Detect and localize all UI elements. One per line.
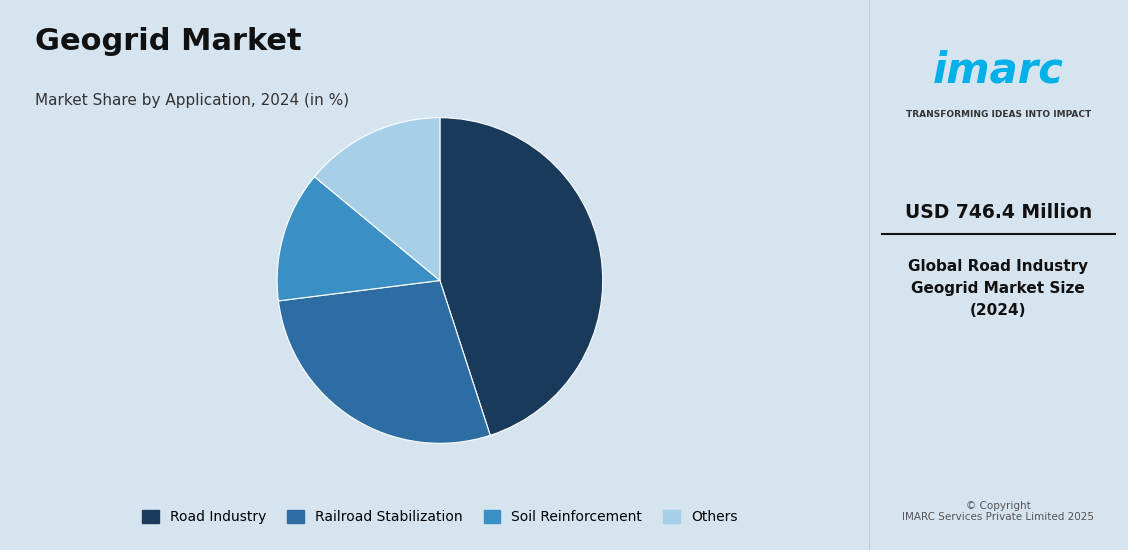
Text: Global Road Industry
Geogrid Market Size
(2024): Global Road Industry Geogrid Market Size… (908, 258, 1089, 318)
Text: USD 746.4 Million: USD 746.4 Million (905, 204, 1092, 223)
Wedge shape (279, 280, 491, 443)
Wedge shape (315, 118, 440, 280)
Text: © Copyright
IMARC Services Private Limited 2025: © Copyright IMARC Services Private Limit… (902, 501, 1094, 522)
Wedge shape (277, 177, 440, 301)
Text: Geogrid Market: Geogrid Market (35, 28, 301, 57)
Wedge shape (440, 118, 602, 436)
Text: TRANSFORMING IDEAS INTO IMPACT: TRANSFORMING IDEAS INTO IMPACT (906, 110, 1091, 119)
Text: imarc: imarc (933, 50, 1064, 91)
Legend: Road Industry, Railroad Stabilization, Soil Reinforcement, Others: Road Industry, Railroad Stabilization, S… (136, 505, 743, 530)
Text: Market Share by Application, 2024 (in %): Market Share by Application, 2024 (in %) (35, 94, 349, 108)
